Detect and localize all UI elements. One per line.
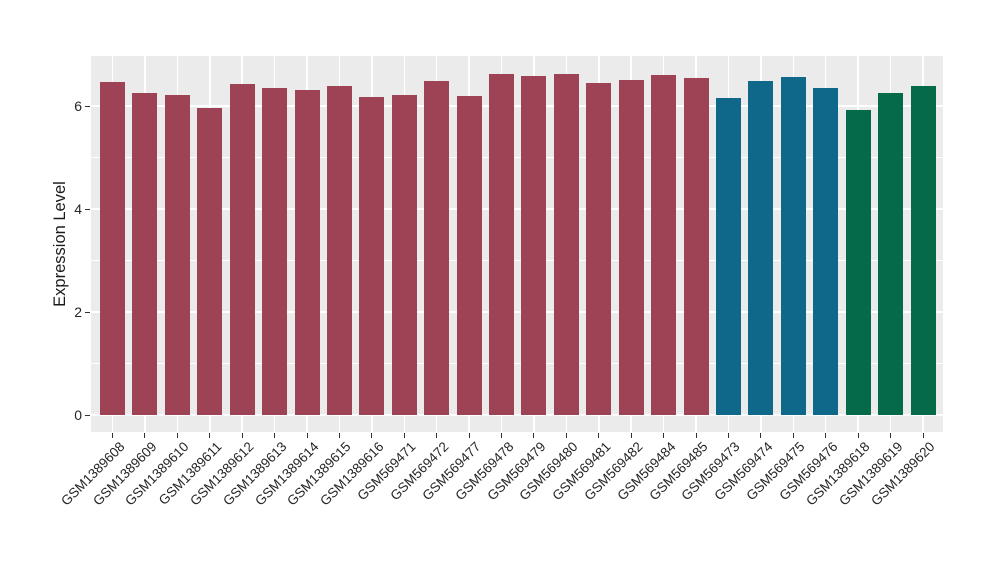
bar [748,81,774,415]
x-tick-mark [112,433,113,438]
bar [910,86,936,415]
x-tick-mark [922,433,924,438]
bar [845,110,871,415]
y-tick-mark [85,105,90,107]
bar [100,82,125,415]
y-tick-label: 0 [74,407,82,423]
x-tick-mark [598,433,600,438]
x-tick-mark [825,433,827,438]
bar [391,94,417,415]
x-tick-mark [792,433,794,438]
bar [651,75,677,415]
bar [132,92,158,415]
y-tick-label: 6 [74,98,82,115]
minor-gridline [91,260,943,262]
bar [521,75,547,415]
x-tick-mark [857,433,859,438]
x-tick-mark [306,433,308,438]
x-tick-mark [176,433,178,438]
x-tick-mark [338,433,340,438]
y-tick-mark [85,414,90,416]
x-tick-mark [695,433,697,438]
x-tick-mark [760,433,762,438]
x-tick-mark [630,433,632,438]
x-tick-mark [241,433,243,438]
x-tick-mark [663,433,665,438]
bar [878,93,904,415]
bar [424,81,450,415]
major-gridline [91,414,943,416]
bar [359,96,385,415]
bar [813,88,839,415]
x-tick-mark [436,433,438,438]
bar [683,78,709,415]
bar [489,74,515,415]
minor-gridline [91,363,943,365]
major-gridline [91,311,943,314]
y-tick-mark [85,311,90,313]
x-tick-mark [501,433,503,438]
x-tick-mark [209,433,211,438]
bar [229,84,255,415]
bar [197,108,223,415]
x-tick-mark [565,433,567,438]
bar [456,95,482,415]
x-tick-mark [890,433,892,438]
x-tick-mark [533,433,535,438]
bar [294,89,320,415]
x-tick-mark [371,433,373,438]
bar [164,95,190,415]
x-tick-mark [403,433,405,438]
y-tick-label: 2 [74,304,82,321]
x-tick-mark [468,433,470,438]
y-axis-title: Expression Level [51,181,69,307]
y-tick-label: 4 [74,201,82,218]
bar [326,86,352,415]
bar [780,77,806,415]
minor-gridline [91,157,943,159]
bar [586,83,612,415]
major-gridline [91,105,943,108]
bar [262,88,288,415]
x-tick-mark [144,433,146,438]
bar [553,74,579,415]
bar [715,98,741,415]
x-tick-mark [274,433,276,438]
major-gridline [91,208,943,211]
bar [618,79,644,415]
y-tick-mark [85,208,90,210]
x-tick-mark [727,433,729,438]
